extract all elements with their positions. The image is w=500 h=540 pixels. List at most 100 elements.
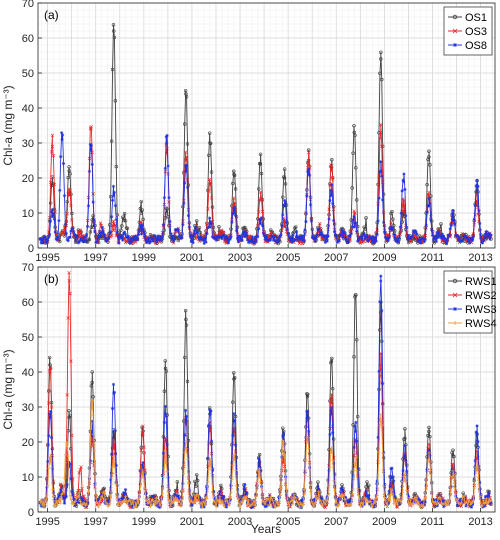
data-point-rws4 (427, 457, 431, 462)
data-point-rws2 (207, 441, 211, 445)
data-point-rws3 (69, 477, 73, 481)
data-point-os8 (166, 164, 170, 168)
data-point-os1 (427, 155, 431, 159)
x-tick-label: 1997 (83, 252, 107, 264)
data-point-os1 (259, 171, 264, 176)
data-point-rws2 (163, 440, 168, 444)
data-point-rws1 (67, 409, 71, 413)
data-point-rws4 (292, 492, 296, 496)
data-point-rws1 (364, 485, 368, 489)
data-point-rws3 (187, 488, 191, 492)
data-point-rws3 (234, 471, 239, 475)
data-point-os8 (196, 235, 201, 240)
data-point-rws4 (61, 487, 66, 492)
data-point-rws4 (468, 499, 472, 503)
data-point-rws4 (334, 498, 339, 502)
data-point-os8 (403, 187, 407, 192)
data-point-rws3 (357, 488, 361, 493)
data-point-os1 (282, 167, 287, 171)
data-point-rws4 (329, 450, 334, 455)
data-point-rws3 (110, 406, 115, 411)
data-point-rws3 (316, 484, 320, 488)
data-point-rws2 (47, 369, 52, 373)
data-point-os8 (159, 235, 163, 239)
data-point-rws4 (325, 498, 329, 502)
data-point-rws1 (183, 355, 187, 360)
data-point-rws4 (425, 473, 429, 477)
data-point-os8 (331, 201, 335, 206)
data-point-rws4 (333, 501, 338, 505)
data-point-os8 (245, 233, 249, 237)
data-point-rws3 (88, 459, 92, 463)
data-point-os8 (214, 238, 218, 242)
data-point-os8 (262, 234, 266, 238)
data-point-rws4 (483, 500, 487, 505)
data-point-os3 (67, 193, 71, 198)
data-point-rws4 (107, 504, 111, 508)
data-point-rws3 (67, 464, 71, 469)
data-point-os8 (424, 223, 428, 227)
data-point-rws3 (475, 424, 479, 428)
data-point-os8 (109, 230, 113, 234)
data-point-os8 (89, 143, 93, 148)
data-point-rws3 (385, 498, 389, 502)
data-point-os8 (462, 234, 466, 238)
data-point-rws4 (401, 480, 405, 484)
data-point-os8 (463, 234, 467, 238)
data-point-os1 (141, 217, 145, 222)
data-point-rws4 (304, 458, 308, 462)
data-point-rws4 (338, 494, 342, 499)
data-point-os8 (280, 223, 284, 228)
data-point-rws4 (157, 498, 161, 503)
data-point-rws4 (478, 494, 482, 498)
data-point-os8 (246, 240, 251, 244)
legend-marker-rws2 (452, 292, 458, 298)
data-point-os8 (123, 232, 128, 237)
data-point-rws4 (385, 503, 389, 507)
data-point-os8 (162, 196, 166, 200)
data-point-os3 (427, 190, 431, 195)
data-point-rws3 (221, 494, 226, 499)
data-point-os3 (209, 196, 214, 200)
data-point-rws2 (175, 489, 180, 493)
data-point-rws4 (289, 499, 293, 503)
data-point-os8 (389, 225, 393, 229)
data-point-rws4 (276, 504, 280, 508)
data-point-rws4 (481, 498, 486, 502)
data-point-rws1 (331, 386, 335, 391)
data-point-rws4 (444, 499, 448, 503)
data-point-os8 (293, 238, 297, 242)
data-point-os8 (99, 231, 104, 235)
data-point-os8 (268, 237, 272, 241)
data-point-rws3 (281, 434, 285, 438)
data-point-os8 (369, 236, 374, 241)
data-point-os1 (197, 226, 202, 230)
data-point-rws1 (183, 309, 188, 313)
data-point-os8 (397, 236, 401, 240)
data-point-os1 (114, 164, 118, 169)
data-point-rws4 (475, 468, 479, 472)
data-point-os8 (98, 230, 102, 234)
data-point-os1 (428, 163, 432, 167)
data-point-os8 (434, 239, 438, 243)
data-point-os8 (431, 237, 436, 241)
data-point-os3 (232, 201, 237, 205)
data-point-rws4 (305, 440, 309, 444)
data-point-os8 (53, 230, 57, 234)
data-point-rws4 (271, 501, 276, 505)
data-point-os1 (164, 206, 168, 210)
data-point-os8 (246, 238, 250, 242)
data-point-os8 (333, 233, 338, 237)
data-point-os8 (145, 241, 149, 245)
data-point-rws1 (451, 448, 455, 452)
data-point-rws4 (165, 469, 169, 474)
data-point-os8 (155, 239, 159, 244)
data-point-os8 (253, 235, 257, 239)
data-point-rws3 (184, 414, 189, 419)
data-point-os3 (78, 228, 82, 232)
data-point-rws1 (331, 437, 336, 441)
data-point-rws3 (106, 498, 110, 502)
data-point-rws4 (451, 469, 455, 473)
data-point-rws3 (237, 500, 241, 504)
data-point-rws4 (279, 479, 283, 484)
